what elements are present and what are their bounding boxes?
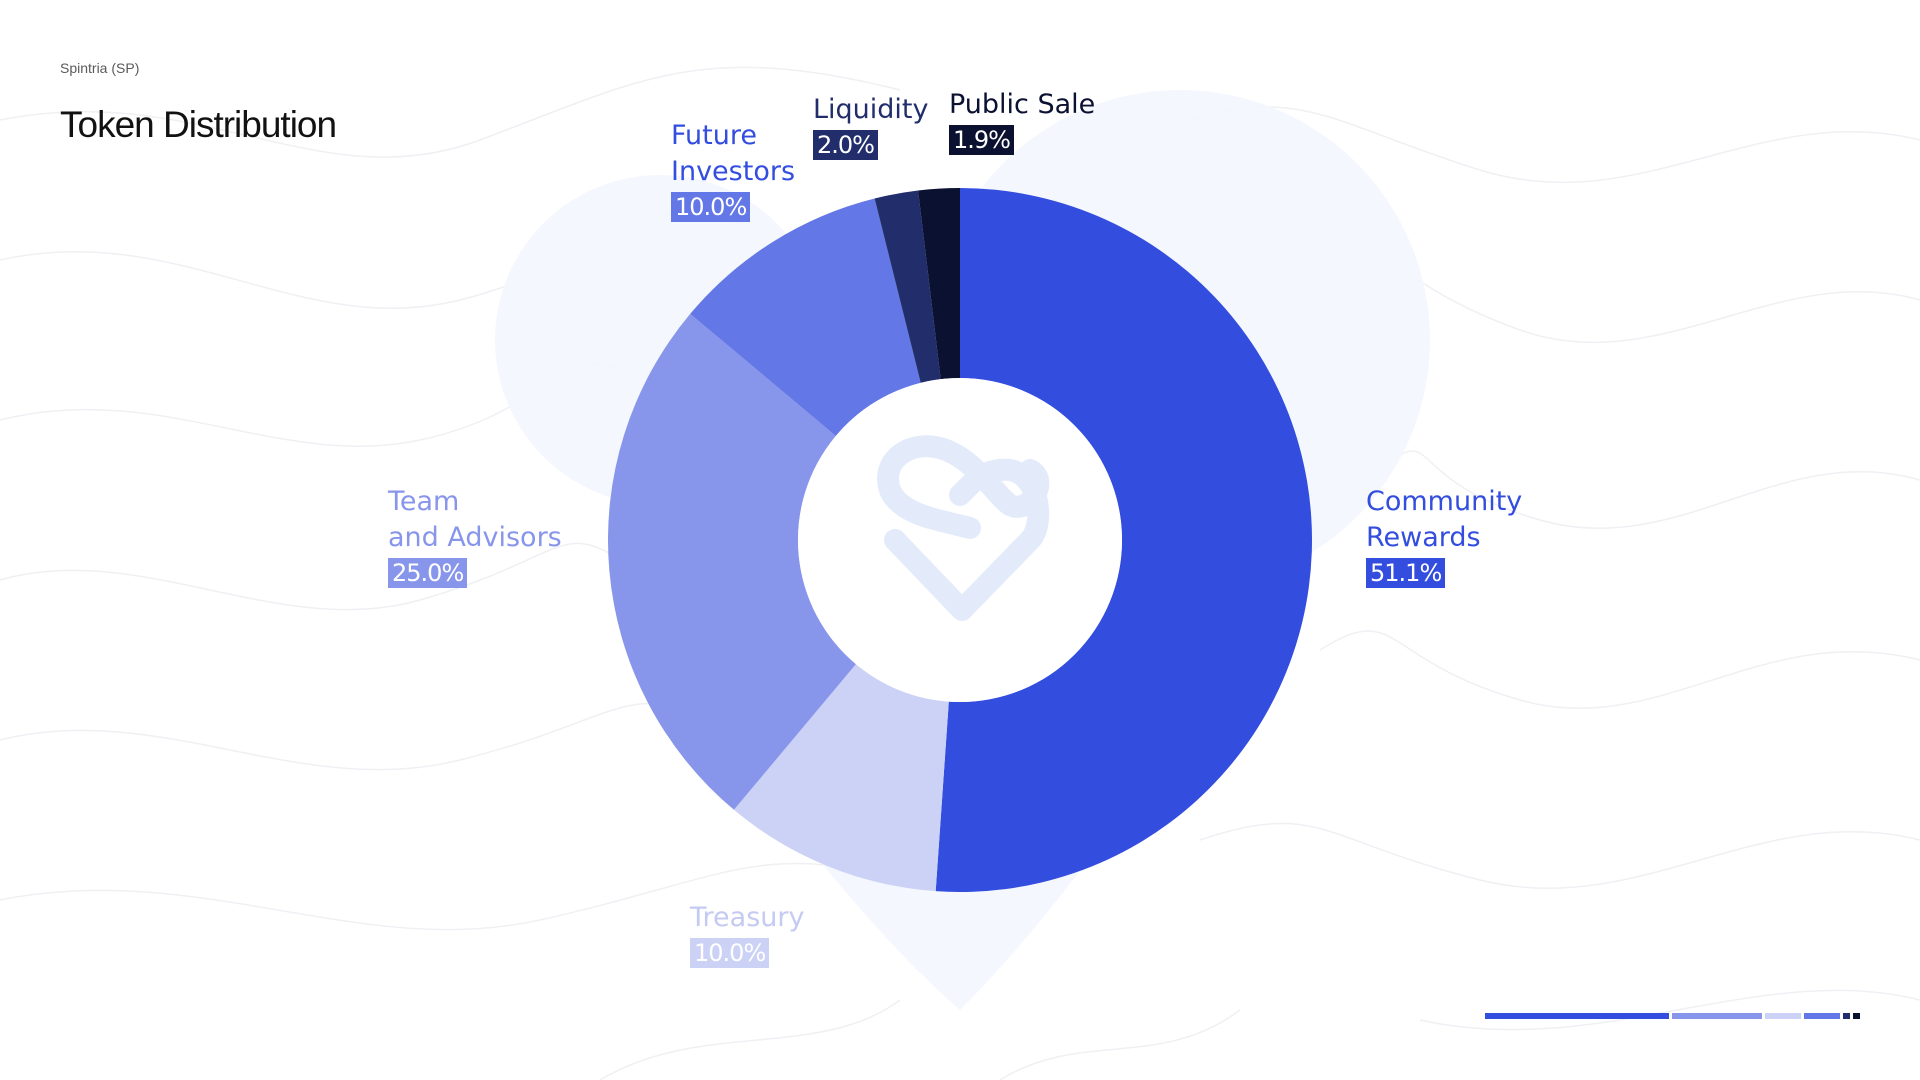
donut-slice-treasury [733,664,949,892]
page-title: Token Distribution [60,104,337,145]
spintria-logo-icon [877,435,1050,621]
slice-percent-badge: 1.9% [949,125,1014,155]
slice-name: Community Rewards [1366,486,1523,553]
legend-segment [1803,1013,1840,1019]
donut-slice-team-and-advisors [607,313,856,810]
slice-percent-badge: 51.1% [1366,558,1446,588]
slice-name: Treasury [690,902,805,933]
donut-slice-liquidity [874,190,941,383]
donut-center [798,378,1122,702]
slice-label-liquidity: Liquidity 2.0% [813,92,929,160]
donut-slice-future-investors [690,198,921,436]
donut-slice-public-sale [918,188,960,380]
legend-segment [1485,1013,1669,1019]
token-subtitle: Spintria (SP) [60,60,140,76]
slice-label-future-investors: Future Investors 10.0% [671,118,795,222]
donut-slice-community-rewards [935,188,1313,892]
slice-percent-badge: 2.0% [813,130,878,160]
distribution-legend-bar [1485,1013,1860,1019]
slice-label-treasury: Treasury 10.0% [690,900,804,968]
slice-percent-badge: 10.0% [690,938,770,968]
slice-label-public-sale: Public Sale 1.9% [949,87,1095,155]
slice-name: Team and Advisors [388,486,562,553]
legend-segment [1764,1013,1801,1019]
slice-name: Future Investors [671,120,796,187]
slice-label-team-and-advisors: Team and Advisors 25.0% [388,484,562,588]
legend-segment [1842,1013,1851,1019]
slice-percent-badge: 25.0% [388,558,468,588]
legend-segment [1853,1013,1860,1019]
slice-label-community-rewards: Community Rewards 51.1% [1366,484,1522,588]
legend-segment [1671,1013,1762,1019]
donut-slices [607,188,1313,892]
slice-name: Public Sale [949,89,1096,120]
slice-percent-badge: 10.0% [671,192,751,222]
slice-name: Liquidity [813,94,929,125]
